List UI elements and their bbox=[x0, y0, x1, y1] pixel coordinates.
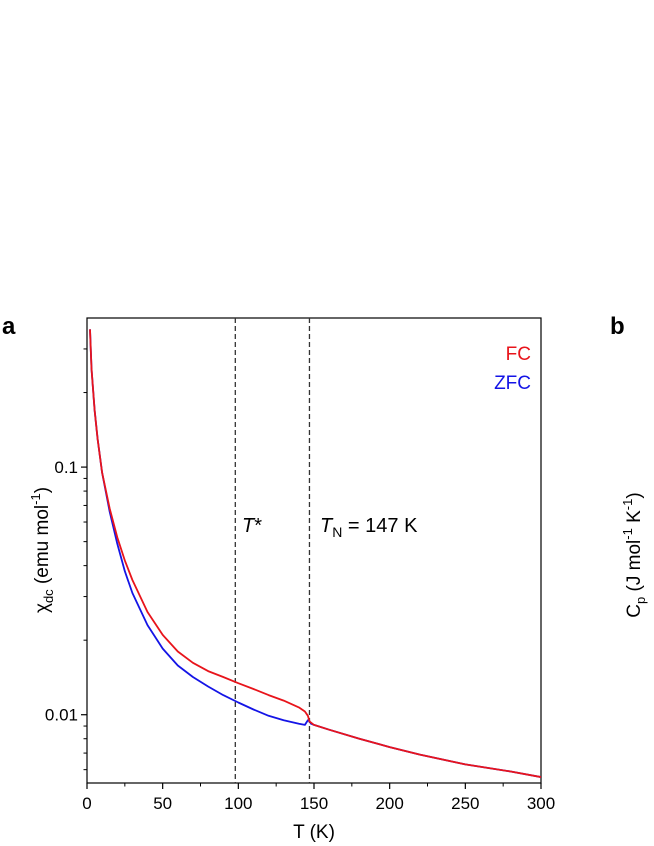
panel-b-y-title-sub: p bbox=[633, 597, 648, 604]
x-tick-label-50: 50 bbox=[153, 794, 172, 813]
panel-b-y-title-close: ) bbox=[624, 492, 645, 498]
series-group bbox=[89, 329, 541, 778]
x-tick-label-300: 300 bbox=[527, 794, 555, 813]
panel-b-y-title-main: C bbox=[624, 604, 645, 618]
panel-b-y-title-mid: K bbox=[624, 510, 645, 528]
axis-tick-labels: 0 50 100 150 200 250 300 0.01 0.1 bbox=[45, 458, 555, 813]
series-line-zfc bbox=[89, 329, 541, 778]
legend-zfc: ZFC bbox=[494, 373, 531, 394]
panel-label-b: b bbox=[610, 313, 625, 340]
x-tick-label-150: 150 bbox=[300, 794, 328, 813]
annotation-tn-text: = 147 K bbox=[342, 515, 418, 537]
y-tick-label-0: 0.01 bbox=[45, 706, 78, 725]
x-tick-label-200: 200 bbox=[375, 794, 403, 813]
y-axis-title: χdc (emu mol-1) bbox=[28, 487, 56, 613]
x-tick-label-100: 100 bbox=[224, 794, 252, 813]
y-axis-title-main: χ bbox=[32, 603, 53, 613]
panel-b-y-title-sup1: -1 bbox=[620, 528, 635, 540]
y-tick-label-1: 0.1 bbox=[54, 458, 78, 477]
y-axis-title-close: ) bbox=[32, 487, 53, 493]
reference-lines bbox=[234, 318, 311, 783]
annotation-t-star: T* bbox=[242, 515, 262, 537]
y-axis-title-sup: -1 bbox=[28, 493, 43, 505]
x-axis-title: T (K) bbox=[293, 822, 335, 843]
annotation-tn-symbol: T bbox=[320, 515, 334, 537]
panel-label-a: a bbox=[2, 313, 16, 340]
panel-b-y-title-rest: (J mol bbox=[624, 540, 645, 597]
series-line-fc bbox=[89, 329, 541, 778]
x-tick-label-250: 250 bbox=[451, 794, 479, 813]
annotation-tn: TN = 147 K bbox=[320, 515, 418, 540]
y-axis-title-sub: dc bbox=[41, 589, 56, 603]
x-tick-label-0: 0 bbox=[82, 794, 91, 813]
annotation-t-star-symbol: T bbox=[242, 515, 256, 537]
y-axis-title-rest: (emu mol bbox=[32, 505, 53, 589]
annotation-tn-sub: N bbox=[332, 524, 342, 540]
panel-b-y-axis-title: Cp (J mol-1 K-1) bbox=[620, 492, 648, 617]
axis-ticks bbox=[81, 348, 542, 789]
panel-b-y-title-sup2: -1 bbox=[620, 499, 635, 511]
legend-fc: FC bbox=[506, 344, 531, 365]
annotation-t-star-suffix: * bbox=[254, 515, 262, 537]
plot-frame bbox=[86, 317, 542, 784]
